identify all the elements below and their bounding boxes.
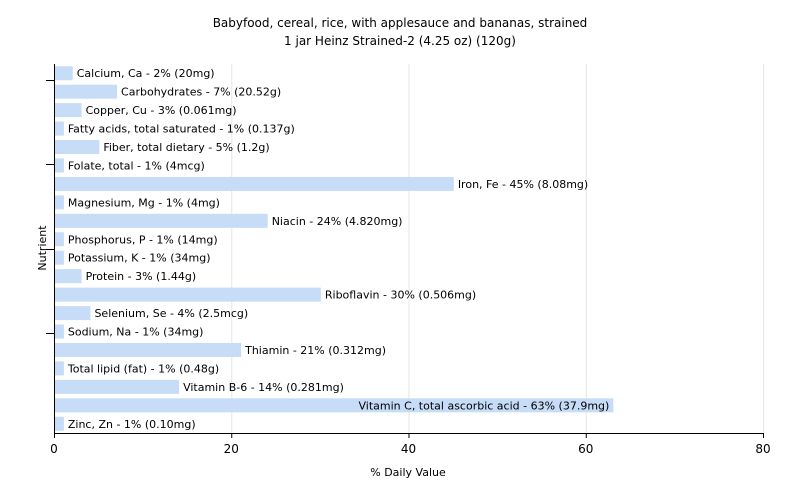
bar-label: Niacin - 24% (4.820mg) xyxy=(272,215,403,228)
bar xyxy=(55,66,73,81)
x-tick-label: 80 xyxy=(755,442,770,456)
chart-subtitle: 1 jar Heinz Strained-2 (4.25 oz) (120g) xyxy=(284,34,516,48)
bar xyxy=(55,250,64,265)
x-tick-label: 40 xyxy=(401,442,416,456)
bar xyxy=(55,140,100,155)
chart-title: Babyfood, cereal, rice, with applesauce … xyxy=(213,16,588,30)
bar xyxy=(55,158,64,173)
bar xyxy=(55,232,64,247)
bar-label: Calcium, Ca - 2% (20mg) xyxy=(77,67,215,80)
bar xyxy=(55,342,242,357)
bar xyxy=(55,176,454,191)
bar xyxy=(55,213,268,228)
bar-label: Selenium, Se - 4% (2.5mcg) xyxy=(94,307,248,320)
bar xyxy=(55,324,64,339)
bar-label: Potassium, K - 1% (34mg) xyxy=(68,252,211,265)
bar-label: Fiber, total dietary - 5% (1.2g) xyxy=(103,141,269,154)
bar-label: Carbohydrates - 7% (20.52g) xyxy=(121,86,281,99)
bar-label: Riboflavin - 30% (0.506mg) xyxy=(325,289,476,302)
bar-label: Iron, Fe - 45% (8.08mg) xyxy=(458,178,588,191)
bar-label: Zinc, Zn - 1% (0.10mg) xyxy=(68,418,196,431)
x-tick-label: 60 xyxy=(578,442,593,456)
bar-label: Fatty acids, total saturated - 1% (0.137… xyxy=(68,123,295,136)
x-tick-label: 0 xyxy=(50,442,58,456)
bar-label: Copper, Cu - 3% (0.061mg) xyxy=(86,104,237,117)
bar-label: Total lipid (fat) - 1% (0.48g) xyxy=(67,362,219,375)
bar-label: Folate, total - 1% (4mcg) xyxy=(68,159,205,172)
bar xyxy=(55,416,64,431)
bar-label: Thiamin - 21% (0.312mg) xyxy=(244,344,386,357)
gridlines xyxy=(231,64,764,433)
bar xyxy=(55,306,91,321)
bar xyxy=(55,287,321,302)
bar-label: Vitamin C, total ascorbic acid - 63% (37… xyxy=(359,399,610,412)
x-axis-label: % Daily Value xyxy=(370,466,446,479)
bar-label: Protein - 3% (1.44g) xyxy=(86,270,197,283)
bar xyxy=(55,121,64,136)
bar-label: Sodium, Na - 1% (34mg) xyxy=(68,326,204,339)
bar-label: Vitamin B-6 - 14% (0.281mg) xyxy=(183,381,344,394)
bar-label: Phosphorus, P - 1% (14mg) xyxy=(68,233,218,246)
bar xyxy=(55,269,82,284)
y-axis-label: Nutrient xyxy=(36,225,49,271)
bars: Calcium, Ca - 2% (20mg) Carbohydrates - 7… xyxy=(55,66,614,431)
bar xyxy=(55,103,82,118)
bar xyxy=(55,398,614,413)
bar-label: Magnesium, Mg - 1% (4mg) xyxy=(68,196,220,209)
x-tick-label: 20 xyxy=(224,442,239,456)
bar xyxy=(55,379,180,394)
bar xyxy=(55,195,64,210)
axes: 0 20 40 60 80 xyxy=(46,64,771,456)
bar xyxy=(55,361,64,376)
bar xyxy=(55,84,118,99)
